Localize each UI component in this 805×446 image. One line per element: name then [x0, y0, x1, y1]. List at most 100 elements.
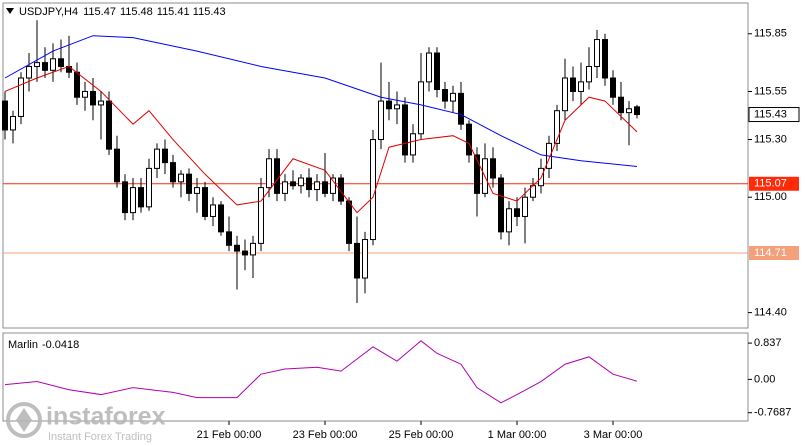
watermark: instaforex Instant Forex Trading [6, 402, 166, 443]
candle-body [450, 92, 456, 102]
candle-body [322, 181, 328, 194]
candle-body [298, 177, 304, 187]
tagline: Instant Forex Trading [48, 431, 152, 443]
y-tick-label: 115.30 [754, 133, 787, 145]
candle-body [602, 39, 608, 79]
candle-body [18, 77, 24, 117]
candle-body [346, 200, 352, 244]
candle-body [266, 158, 272, 189]
candle-body [234, 244, 240, 252]
indicator-name: Marlin [8, 339, 38, 351]
candle-body [282, 181, 288, 194]
candle-body [514, 208, 520, 217]
header: USDJPY,H4 115.47 115.48 115.41 115.43 [19, 6, 226, 18]
candle-body [2, 100, 8, 131]
candle-body [178, 173, 184, 183]
close: 115.43 [193, 6, 226, 18]
indicator-value: -0.0418 [42, 339, 79, 351]
candle-body [306, 177, 312, 191]
high: 115.48 [120, 6, 153, 18]
candle-body [570, 77, 576, 92]
candle-body [98, 100, 104, 106]
candle-body [426, 52, 432, 83]
candle-body [226, 231, 232, 246]
candle-body [26, 65, 32, 79]
open: 115.47 [83, 6, 116, 18]
candle-body [506, 208, 512, 233]
candle-body [10, 115, 16, 131]
candle-body [74, 71, 80, 98]
candle-body [562, 77, 568, 112]
candle-body [618, 96, 624, 114]
candle-body [402, 104, 408, 156]
indicator-line [4, 340, 638, 404]
candle-body [370, 139, 376, 241]
candle-body [466, 123, 472, 156]
candle-body [434, 52, 440, 91]
candle-body [626, 108, 632, 114]
candle-body [338, 177, 344, 202]
candle-body [122, 181, 128, 214]
candle-body [154, 148, 160, 169]
candle-body [474, 154, 480, 194]
y-tick-label: 114.40 [754, 307, 787, 319]
level-label: 115.07 [754, 178, 787, 190]
candle-body [274, 158, 280, 194]
candle-body [354, 242, 360, 279]
candle-body [586, 65, 592, 83]
candle-body [186, 173, 192, 194]
candle-body [554, 110, 560, 144]
menu-arrow [6, 8, 14, 14]
candle-body [634, 106, 640, 116]
candle-body [418, 81, 424, 135]
candle-body [242, 250, 248, 256]
candle-body [578, 81, 584, 92]
candle-body [194, 187, 200, 194]
candle-body [458, 92, 464, 125]
low: 115.41 [157, 6, 190, 18]
y2-tick-label: 0.837 [754, 337, 782, 349]
x-tick-label: 1 Mar 00:00 [488, 429, 547, 441]
y2-tick-label: -0.7687 [754, 407, 791, 419]
indicator-panel [2, 332, 749, 422]
x-tick-label: 3 Mar 00:00 [584, 429, 643, 441]
candle-body [330, 177, 336, 194]
brand: instaforex [46, 403, 166, 431]
x-tick-label: 21 Feb 00:00 [197, 429, 262, 441]
candle-body [58, 58, 64, 67]
candle-body [162, 148, 168, 164]
candle-body [594, 39, 600, 67]
price-tag [748, 107, 800, 123]
candle-body [146, 167, 152, 208]
moving-average [4, 65, 638, 214]
moving-average [4, 35, 638, 167]
candle-body [290, 181, 296, 187]
symbol: USDJPY,H4 [19, 6, 78, 18]
candle-body [138, 187, 144, 208]
candle-body [90, 90, 96, 106]
x-tick-label: 23 Feb 00:00 [293, 429, 358, 441]
y-tick-label: 115.85 [754, 28, 787, 40]
candle-body [258, 187, 264, 244]
logo-ring [6, 402, 42, 438]
candle-body [202, 187, 208, 217]
main-panel [2, 2, 749, 329]
candle-body [410, 133, 416, 156]
candle-body [314, 181, 320, 191]
candle-body [106, 100, 112, 150]
logo-mark [16, 408, 32, 432]
level-tag [749, 176, 799, 191]
indicator-label: Marlin -0.0418 [8, 339, 79, 351]
candle-body [490, 158, 496, 179]
price-label: 115.43 [754, 108, 787, 120]
candle-body [114, 148, 120, 183]
candle-body [378, 100, 384, 141]
candle-body [394, 104, 400, 110]
candle-body [210, 204, 216, 217]
candle-body [34, 62, 40, 67]
plot: 115.85 115.55 115.30 115.00 114.40 0.837 0.00 -… [2, 20, 800, 441]
candle-body [442, 89, 448, 102]
